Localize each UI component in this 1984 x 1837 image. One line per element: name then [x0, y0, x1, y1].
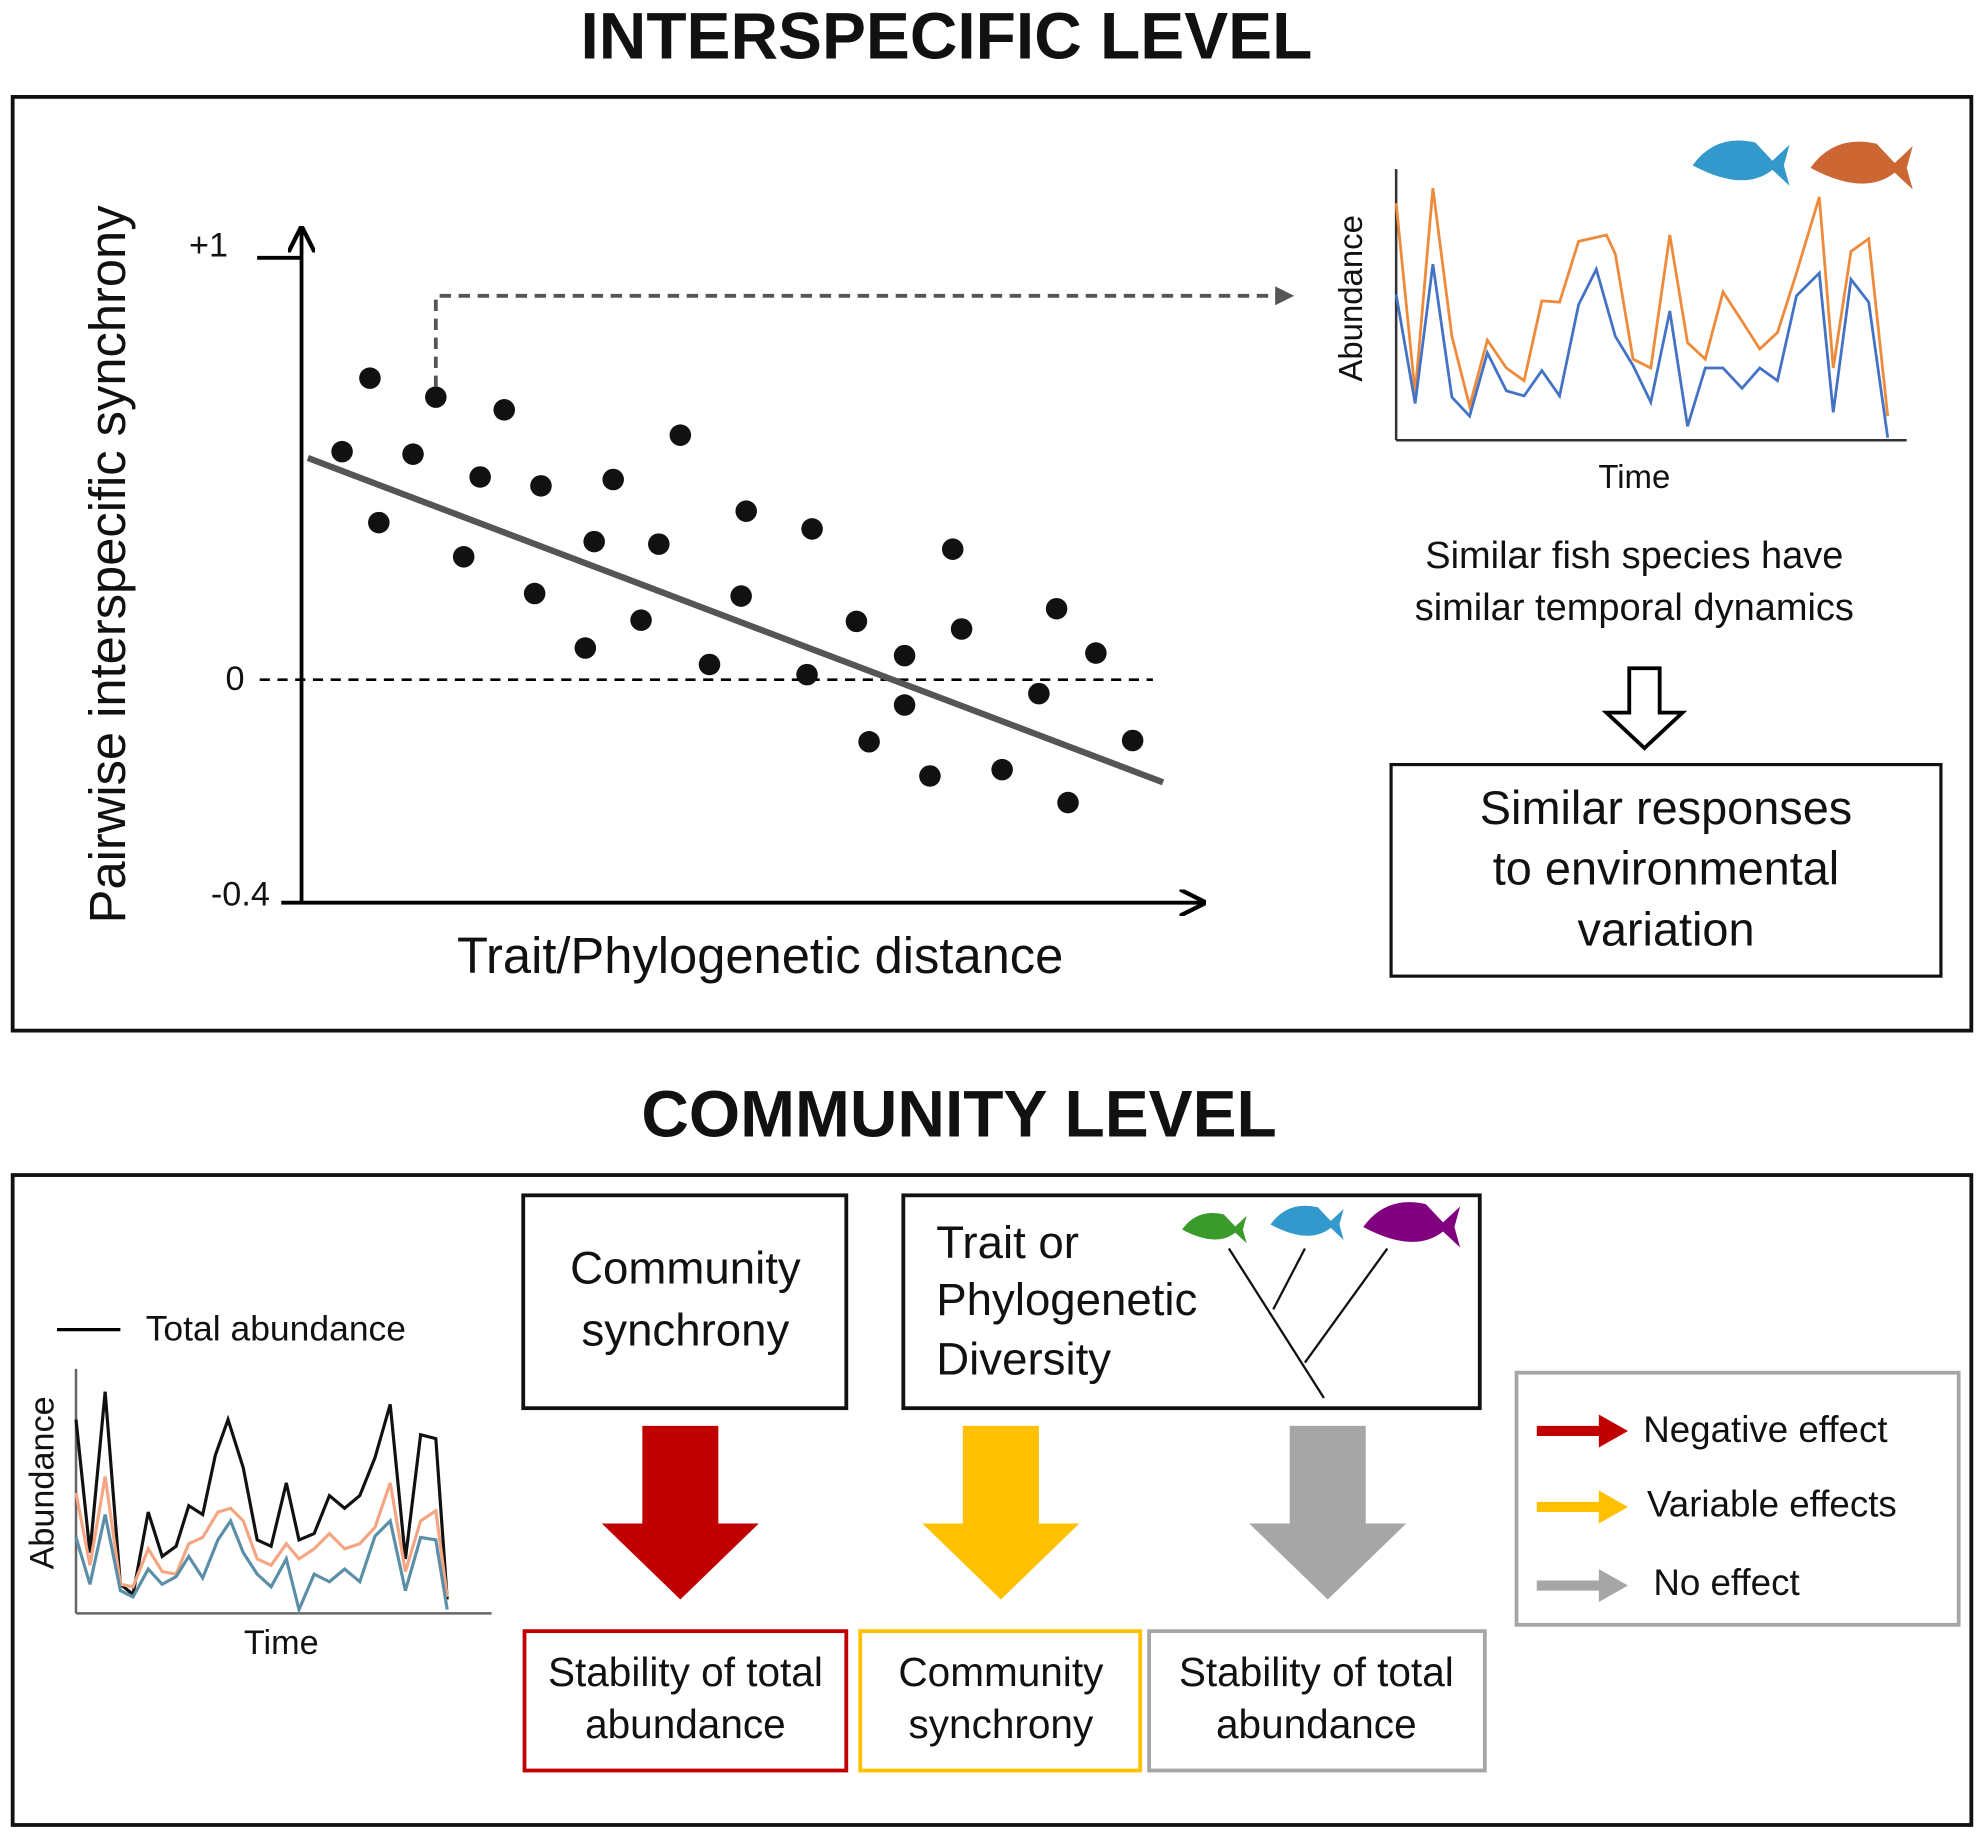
outcome-text: Community [898, 1649, 1104, 1695]
outcome-text: synchrony [909, 1701, 1094, 1747]
dot [368, 511, 390, 534]
phylo-tree [1227, 1247, 1389, 1399]
dot [530, 475, 552, 497]
series-line [74, 1514, 449, 1615]
legend-arrow [1536, 1490, 1628, 1524]
legend-text: No effect [1653, 1562, 1799, 1603]
legend-text: Negative effect [1643, 1409, 1887, 1450]
dot [331, 440, 353, 463]
y-tick-label: -0.4 [211, 875, 270, 913]
legend-text: Variable effects [1647, 1484, 1897, 1525]
box-text: Phylogenetic [936, 1274, 1197, 1325]
dot [493, 399, 516, 421]
y-axis-label: Pairwise interspecific synchrony [79, 205, 136, 924]
legend-arrow [1536, 1569, 1628, 1603]
series-line [1394, 263, 1890, 438]
dot [630, 609, 652, 631]
y-tick-label: 0 [226, 660, 245, 698]
effect-arrow [1249, 1425, 1407, 1600]
dot [735, 500, 757, 522]
inset-x-label: Time [1598, 458, 1670, 495]
dot [574, 637, 597, 659]
fish-icon [1270, 1205, 1344, 1240]
fish-icon [1810, 141, 1913, 190]
dot [698, 653, 721, 676]
caption: Similar fish species have [1425, 535, 1843, 577]
dot [941, 538, 964, 560]
y-tick-label: +1 [189, 227, 228, 265]
legend-text: Total abundance [146, 1308, 406, 1348]
concept-box [901, 1193, 1482, 1411]
section-title: COMMUNITY LEVEL [641, 1077, 1276, 1151]
dot [602, 468, 624, 491]
result-text: variation [1577, 903, 1754, 955]
dot [1085, 642, 1107, 664]
fish-icon [1363, 1202, 1461, 1248]
dot [1045, 597, 1068, 620]
dot [858, 730, 880, 753]
legend-arrow [1536, 1414, 1628, 1448]
panel-border [10, 1173, 1974, 1827]
box-text: Trait or [936, 1217, 1079, 1268]
dot [359, 367, 381, 389]
effect-arrow [922, 1425, 1080, 1600]
inset-y-label: Abundance [23, 1396, 61, 1569]
dot [583, 530, 605, 553]
result-text: Similar responses [1480, 782, 1852, 834]
box-text: Diversity [936, 1334, 1111, 1385]
fish-icon [1692, 140, 1790, 186]
inset-y-label: Abundance [1332, 215, 1369, 382]
section-title: INTERSPECIFIC LEVEL [580, 0, 1312, 73]
series-line [74, 1391, 449, 1600]
concept-box [521, 1193, 849, 1411]
dot [648, 533, 670, 555]
trend-line [306, 455, 1165, 786]
dot [1028, 682, 1050, 705]
result-box [1389, 762, 1943, 978]
dot [991, 758, 1013, 781]
dot [452, 546, 475, 568]
result-text: to environmental [1493, 843, 1839, 895]
dot [730, 585, 752, 607]
effect-arrow [601, 1425, 759, 1600]
dot [893, 644, 916, 667]
dot [950, 618, 973, 640]
dot [1121, 729, 1144, 752]
dot [801, 518, 823, 540]
series-line [74, 1476, 449, 1598]
outcome-box [522, 1629, 849, 1773]
dot [919, 765, 941, 787]
outcome-box [858, 1629, 1143, 1773]
caption: similar temporal dynamics [1415, 587, 1854, 629]
x-axis-label: Trait/Phylogenetic distance [457, 927, 1063, 984]
pointer-arrow [433, 286, 1295, 388]
dot [845, 610, 868, 633]
panel-border [10, 95, 1974, 1033]
box-text: Community [570, 1242, 801, 1293]
dot [893, 694, 916, 716]
scatter-points [331, 367, 1144, 814]
dot [402, 443, 424, 465]
down-arrow [1601, 666, 1688, 751]
series-line [1394, 187, 1890, 417]
dot [425, 386, 447, 408]
outcome-box [1147, 1629, 1487, 1773]
dot [796, 663, 818, 686]
box-text: synchrony [581, 1304, 789, 1355]
inset-x-label: Time [244, 1624, 319, 1662]
fish-icon [1182, 1212, 1247, 1244]
outcome-text: Stability of total [548, 1649, 823, 1695]
dot [523, 582, 546, 605]
outcome-text: abundance [1216, 1701, 1417, 1747]
outcome-text: Stability of total [1179, 1649, 1454, 1695]
dot [1057, 791, 1079, 814]
legend-box [1514, 1370, 1961, 1627]
dot [469, 466, 491, 488]
dot [669, 424, 692, 446]
outcome-text: abundance [585, 1701, 786, 1747]
